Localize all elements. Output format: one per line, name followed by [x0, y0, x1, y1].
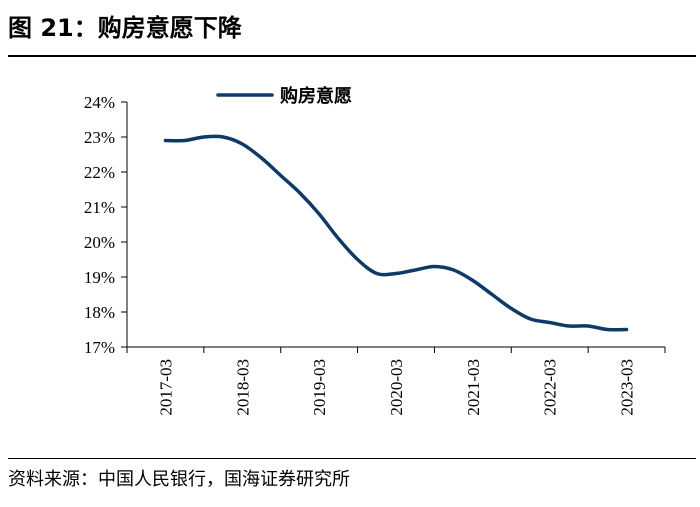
y-tick-label: 17%	[84, 338, 115, 357]
y-tick-label: 18%	[84, 303, 115, 322]
x-tick-label: 2019-03	[310, 359, 329, 416]
x-tick-label: 2021-03	[464, 359, 483, 416]
y-tick-label: 19%	[84, 268, 115, 287]
y-axis: 17% 18% 19% 20% 21% 22% 23% 24%	[84, 93, 128, 357]
y-tick-label: 23%	[84, 128, 115, 147]
figure-title: 图 21：购房意愿下降	[8, 14, 242, 42]
x-axis: 2017-03 2018-03 2019-03 2020-03 2021-03 2022-…	[126, 346, 666, 416]
source-rule	[8, 458, 696, 459]
legend: 购房意愿	[216, 85, 352, 107]
legend-label: 购房意愿	[280, 85, 352, 107]
line-chart: 17%18%19%20%21%22%23%24% 2017-03 2018-03 2…	[84, 85, 666, 416]
y-tick-label: 21%	[84, 198, 115, 217]
x-tick-label: 2020-03	[387, 359, 406, 416]
y-tick-label: 24%	[84, 93, 115, 112]
y-tick-label: 22%	[84, 163, 115, 182]
series-layer	[163, 134, 629, 332]
series-line	[163, 134, 629, 332]
title-rule	[8, 55, 696, 57]
x-tick-label: 2018-03	[233, 359, 252, 416]
y-tick-label: 20%	[84, 233, 115, 252]
x-tick-label: 2022-03	[541, 359, 560, 416]
source-note: 资料来源：中国人民银行，国海证券研究所	[8, 469, 350, 490]
x-tick-label: 2023-03	[618, 359, 637, 416]
x-tick-label: 2017-03	[156, 359, 175, 416]
